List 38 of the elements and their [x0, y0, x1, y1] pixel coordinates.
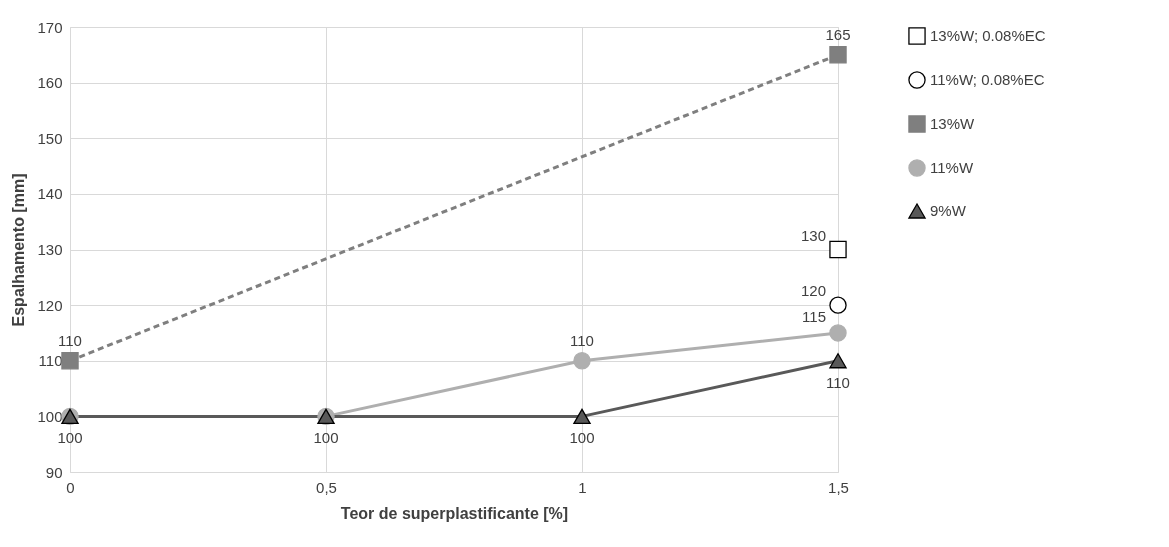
- point: [829, 324, 847, 342]
- point: [829, 46, 847, 64]
- data-label: 130: [800, 226, 826, 244]
- point: [573, 352, 591, 370]
- point: [573, 408, 591, 425]
- data-label: 110: [826, 373, 850, 391]
- y-tick-label: 110: [38, 352, 63, 370]
- data-label: 120: [800, 282, 826, 300]
- y-tick-label: 140: [37, 185, 63, 203]
- legend-label: 13%W; 0.08%EC: [930, 27, 1046, 44]
- y-tick-label: 150: [37, 129, 63, 147]
- data-label: 100: [569, 429, 595, 447]
- x-axis-title: Teor de superplastificante [%]: [340, 504, 569, 522]
- x-tick-label: 0: [66, 478, 75, 496]
- data-label: 165: [825, 25, 851, 43]
- data-label: 110: [570, 331, 594, 349]
- point: [829, 240, 847, 259]
- legend-label: 13%W: [930, 115, 976, 132]
- y-tick-label: 160: [37, 74, 63, 92]
- y-tick-label: 100: [37, 407, 63, 425]
- y-tick-label: 130: [37, 241, 63, 258]
- y-tick-label: 90: [45, 463, 63, 481]
- legend-label: 11%W; 0.08%EC: [930, 71, 1045, 88]
- point: [61, 352, 79, 370]
- legend-label: 11%W: [930, 159, 974, 176]
- x-tick-label: 1,5: [828, 478, 849, 496]
- data-label: 100: [313, 429, 339, 447]
- data-label: 110: [58, 331, 82, 349]
- y-axis-title: Espalhamento [mm]: [10, 173, 28, 327]
- point: [829, 296, 847, 314]
- x-tick-label: 1: [578, 478, 587, 496]
- y-tick-label: 170: [37, 18, 63, 36]
- y-tick-label: 120: [37, 296, 63, 314]
- data-label: 115: [802, 307, 826, 325]
- legend-label: 9%W: [930, 202, 967, 219]
- data-label: 100: [57, 429, 83, 447]
- point: [829, 353, 847, 369]
- x-tick-label: 0,5: [316, 478, 337, 496]
